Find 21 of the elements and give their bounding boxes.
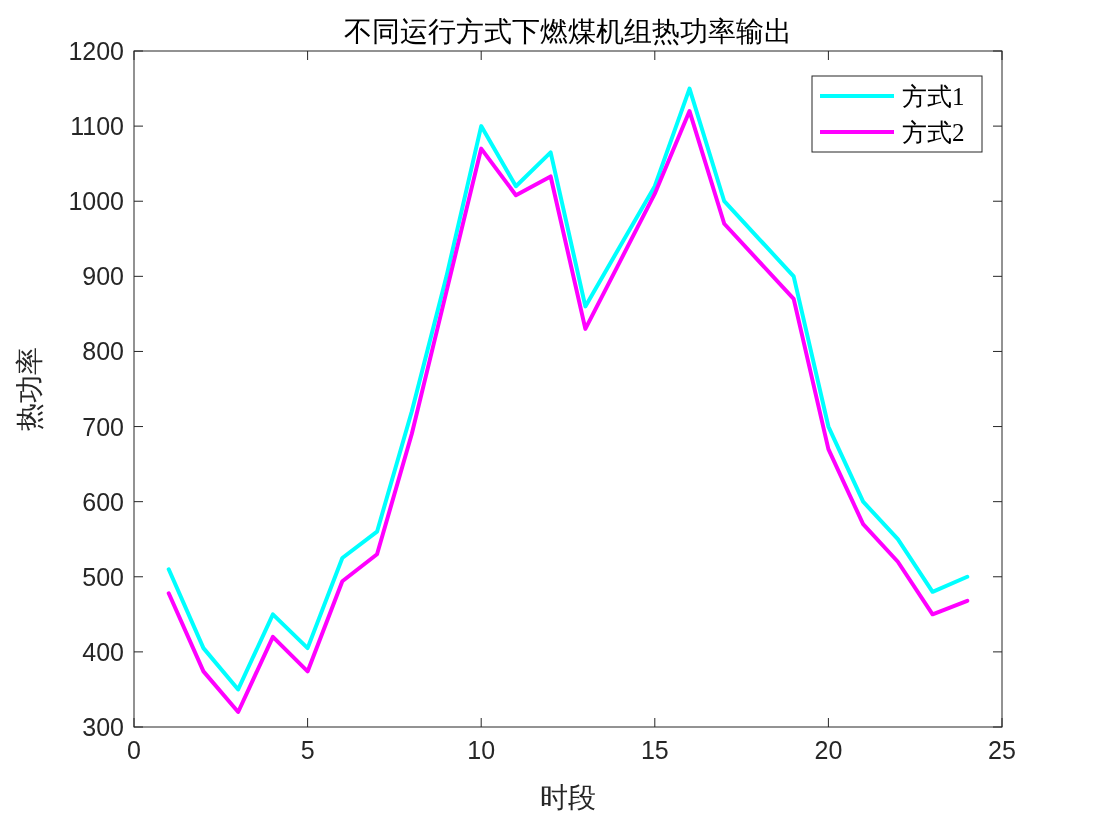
x-tick-label: 10 — [467, 736, 496, 764]
y-tick-label: 700 — [82, 412, 124, 441]
y-axis-title: 热功率 — [14, 347, 45, 431]
x-axis-title: 时段 — [540, 782, 596, 813]
y-tick-label: 800 — [82, 337, 124, 366]
x-tick-label: 0 — [127, 736, 141, 764]
x-tick-label: 15 — [640, 736, 669, 764]
x-tick-label: 20 — [814, 736, 843, 764]
y-tick-label: 1100 — [70, 112, 124, 141]
y-tick-label: 1200 — [68, 37, 124, 65]
y-tick-label: 400 — [82, 637, 124, 666]
y-tick-label: 300 — [82, 713, 124, 741]
legend-label: 方式1 — [902, 83, 965, 110]
y-tick-label: 900 — [82, 262, 124, 291]
y-tick-label: 600 — [82, 487, 124, 516]
y-tick-label: 500 — [82, 562, 124, 591]
x-tick-label: 25 — [988, 736, 1016, 764]
y-tick-label: 1000 — [68, 187, 124, 216]
chart-title: 不同运行方式下燃煤机组热功率输出 — [344, 16, 792, 47]
legend-label: 方式2 — [902, 119, 965, 146]
x-tick-label: 5 — [300, 736, 315, 764]
